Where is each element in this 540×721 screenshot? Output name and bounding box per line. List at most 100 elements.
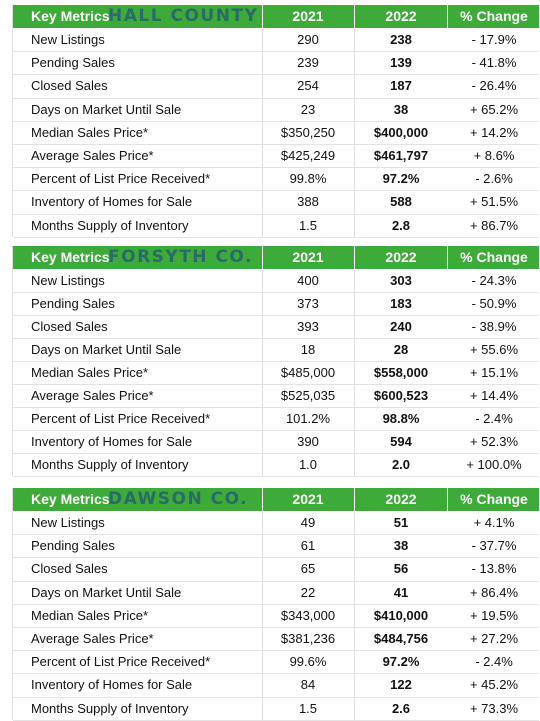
- metric-label: New Listings: [31, 32, 105, 47]
- table-row: Days on Market Until Sale 18 28 + 55.6%: [13, 338, 539, 363]
- metric-label: Percent of List Price Received*: [31, 411, 211, 426]
- metric-label: Days on Market Until Sale: [31, 584, 182, 600]
- table-row: Closed Sales 393 240 - 38.9%: [13, 315, 539, 340]
- table-row: Pending Sales 373 183 - 50.9%: [13, 292, 539, 317]
- value-2022: 240: [390, 319, 412, 334]
- header-change: % Change: [460, 8, 528, 24]
- metric-label: Median Sales Price*: [31, 365, 149, 380]
- value-2021: 101.2%: [285, 411, 331, 426]
- metric-label: Months Supply of Inventory: [31, 457, 189, 472]
- header-year-2022: 2022: [385, 491, 417, 507]
- value-2021: 393: [297, 319, 319, 334]
- percent-change: + 19.5%: [469, 607, 519, 623]
- header-metric: Key Metrics: [31, 491, 110, 507]
- value-2021: $425,249: [280, 148, 336, 163]
- value-2021: 61: [300, 538, 316, 554]
- table-row: Closed Sales 65 56 - 13.8%: [13, 557, 539, 582]
- table-row: Average Sales Price* $425,249 $461,797 + 8.…: [13, 144, 539, 169]
- percent-change: - 2.4%: [475, 654, 513, 670]
- value-2021: 1.0: [298, 457, 318, 472]
- percent-change: - 24.3%: [471, 273, 517, 288]
- column-divider: [262, 269, 263, 476]
- percent-change: - 50.9%: [471, 296, 517, 311]
- value-2022: 38: [393, 101, 409, 117]
- metric-label: Closed Sales: [31, 561, 108, 577]
- metric-label: New Listings: [31, 273, 105, 288]
- header-divider: [262, 5, 263, 28]
- table-row: Pending Sales 61 38 - 37.7%: [13, 534, 539, 559]
- metrics-table: Key Metrics FORSYTH CO. 2021 2022 % Change Ne…: [12, 246, 539, 478]
- percent-change: + 51.5%: [469, 194, 519, 210]
- table-row: Median Sales Price* $343,000 $410,000 + 19.…: [13, 604, 539, 628]
- metrics-table: Key Metrics DAWSON CO. 2021 2022 % Change New…: [12, 488, 539, 721]
- header-metric: Key Metrics: [31, 249, 110, 265]
- metric-label: Percent of List Price Received*: [31, 171, 211, 187]
- column-divider: [354, 28, 355, 237]
- header-divider: [447, 246, 448, 269]
- value-2021: 23: [300, 101, 316, 117]
- value-2022: 588: [390, 194, 412, 210]
- metric-label: Days on Market Until Sale: [31, 101, 182, 117]
- value-2021: $381,236: [280, 631, 336, 646]
- value-2021: $525,035: [280, 388, 336, 403]
- metric-label: Months Supply of Inventory: [31, 217, 189, 233]
- column-divider: [262, 511, 263, 720]
- percent-change: - 37.7%: [471, 538, 517, 554]
- table-row: Inventory of Homes for Sale 388 588 + 51.5%: [13, 190, 539, 215]
- header-divider: [447, 488, 448, 511]
- table-row: Months Supply of Inventory 1.5 2.6 + 73.3%: [13, 697, 539, 721]
- percent-change: - 38.9%: [471, 319, 517, 334]
- table-header: Key Metrics FORSYTH CO. 2021 2022 % Change: [13, 246, 539, 269]
- percent-change: + 8.6%: [473, 148, 515, 163]
- value-2022: $600,523: [373, 388, 429, 403]
- value-2021: 390: [297, 434, 319, 449]
- value-2022: 38: [393, 538, 409, 554]
- table-row: New Listings 49 51 + 4.1%: [13, 511, 539, 536]
- metric-label: Pending Sales: [31, 296, 115, 311]
- table-row: Days on Market Until Sale 23 38 + 65.2%: [13, 98, 539, 122]
- header-divider: [262, 488, 263, 511]
- percent-change: + 65.2%: [469, 101, 519, 117]
- table-row: Percent of List Price Received* 99.8% 97.2…: [13, 167, 539, 192]
- value-2022: 122: [390, 677, 412, 693]
- value-2021: 1.5: [298, 217, 318, 233]
- header-divider: [447, 5, 448, 28]
- value-2022: 594: [390, 434, 412, 449]
- table-row: Inventory of Homes for Sale 84 122 + 45.2%: [13, 673, 539, 698]
- value-2022: 183: [390, 296, 412, 311]
- metric-label: Average Sales Price*: [31, 388, 154, 403]
- value-2021: 99.6%: [289, 654, 327, 670]
- table-row: Average Sales Price* $525,035 $600,523 + 14…: [13, 384, 539, 409]
- header-metric: Key Metrics: [31, 8, 110, 24]
- header-year-2022: 2022: [385, 8, 417, 24]
- value-2021: 400: [297, 273, 319, 288]
- percent-change: + 15.1%: [469, 365, 519, 380]
- value-2021: 18: [300, 342, 316, 357]
- metric-label: Pending Sales: [31, 538, 115, 554]
- value-2022: 97.2%: [382, 654, 420, 670]
- value-2022: $484,756: [373, 631, 429, 646]
- percent-change: - 2.4%: [475, 411, 513, 426]
- table-row: Months Supply of Inventory 1.0 2.0 + 100.0%: [13, 453, 539, 478]
- value-2022: 97.2%: [382, 171, 420, 187]
- metric-label: Months Supply of Inventory: [31, 700, 189, 716]
- value-2022: $461,797: [373, 148, 429, 163]
- value-2022: 187: [390, 78, 412, 94]
- value-2022: 2.8: [391, 217, 411, 233]
- percent-change: + 4.1%: [473, 515, 515, 530]
- table-row: Days on Market Until Sale 22 41 + 86.4%: [13, 581, 539, 605]
- percent-change: - 13.8%: [471, 561, 517, 577]
- value-2021: 254: [297, 78, 319, 94]
- value-2021: 49: [300, 515, 316, 530]
- percent-change: + 52.3%: [469, 434, 519, 449]
- table-header: Key Metrics HALL COUNTY 2021 2022 % Change: [13, 5, 539, 28]
- value-2022: 238: [390, 32, 412, 47]
- percent-change: - 17.9%: [471, 32, 517, 47]
- value-2021: 99.8%: [289, 171, 327, 187]
- percent-change: + 14.4%: [469, 388, 519, 403]
- value-2022: $400,000: [373, 124, 429, 140]
- header-divider: [354, 246, 355, 269]
- value-2022: 303: [390, 273, 412, 288]
- value-2022: 2.6: [391, 700, 411, 716]
